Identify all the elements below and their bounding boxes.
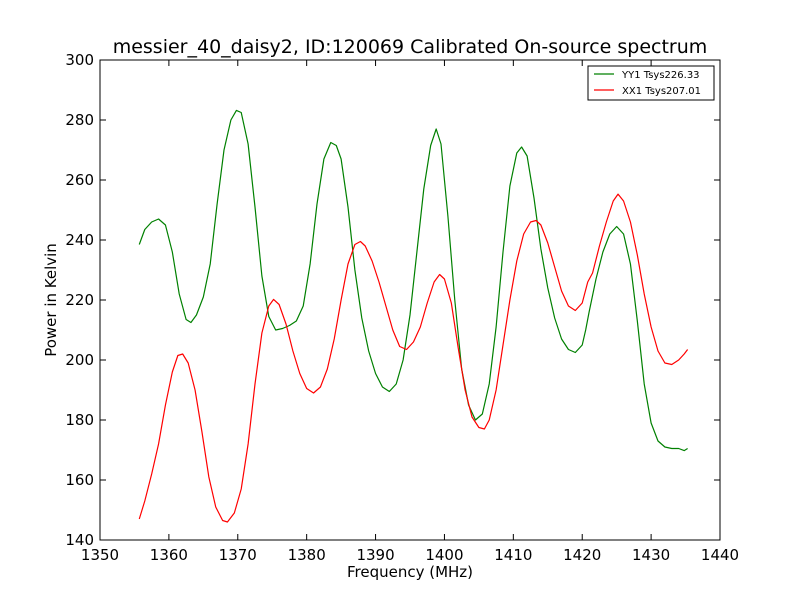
x-tick-label: 1430 [632, 546, 670, 564]
x-tick-label: 1420 [563, 546, 601, 564]
y-tick-label: 280 [65, 111, 94, 129]
legend-label: XX1 Tsys207.01 [622, 86, 701, 97]
x-tick-label: 1350 [81, 546, 119, 564]
x-tick-label: 1380 [288, 546, 326, 564]
x-axis-label: Frequency (MHz) [347, 563, 473, 581]
ticks-layer [99, 59, 721, 541]
y-tick-label: 200 [65, 351, 94, 369]
y-axis-label: Power in Kelvin [42, 243, 60, 357]
series-layer [138, 109, 689, 523]
x-tick-label: 1440 [701, 546, 739, 564]
x-tick-label: 1370 [219, 546, 257, 564]
series-line-xx1 [138, 193, 689, 523]
legend-label: YY1 Tsys226.33 [621, 70, 700, 81]
series-line-yy1 [138, 109, 688, 452]
y-tick-label: 180 [65, 411, 94, 429]
x-tick-label: 1390 [356, 546, 394, 564]
x-tick-label: 1400 [425, 546, 463, 564]
x-tick-label: 1410 [494, 546, 532, 564]
y-tick-label: 300 [65, 51, 94, 69]
tick-labels-layer: 1350 1360 1370 1380 1390 1400 1410 1420 1430 1440… [65, 51, 739, 564]
y-tick-label: 140 [65, 531, 94, 549]
y-tick-label: 240 [65, 231, 94, 249]
chart-title: messier_40_daisy2, ID:120069 Calibrated … [113, 36, 708, 58]
y-tick-label: 220 [65, 291, 94, 309]
plot-area: 1350 1360 1370 1380 1390 1400 1410 1420 1430 1440… [65, 51, 739, 564]
legend-box [587, 65, 715, 101]
y-tick-label: 160 [65, 471, 94, 489]
legend: YY1 Tsys226.33 XX1 Tsys207.01 [587, 65, 715, 101]
y-tick-label: 260 [65, 171, 94, 189]
x-tick-label: 1360 [150, 546, 188, 564]
legend-entries: YY1 Tsys226.33 XX1 Tsys207.01 [594, 70, 701, 97]
